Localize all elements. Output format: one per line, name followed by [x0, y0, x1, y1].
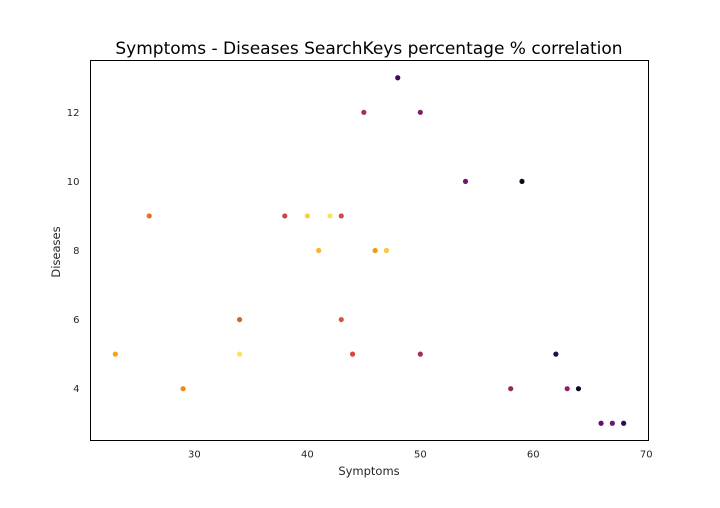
- data-point-26: [621, 420, 627, 426]
- data-point-23: [575, 386, 582, 392]
- x-tick-label-40: 40: [301, 450, 314, 461]
- data-point-13: [237, 316, 243, 323]
- y-tick-label-10: 10: [67, 177, 80, 188]
- data-point-5: [146, 213, 152, 219]
- y-tick-label-12: 12: [67, 108, 80, 119]
- data-point-25: [609, 420, 615, 426]
- data-point-8: [327, 213, 333, 219]
- data-point-16: [237, 351, 243, 357]
- data-point-14: [338, 316, 344, 323]
- y-tick-label-6: 6: [73, 315, 79, 326]
- data-point-21: [508, 386, 514, 392]
- x-tick-label-70: 70: [640, 450, 653, 461]
- x-tick-label-60: 60: [527, 450, 540, 461]
- data-point-12: [383, 247, 390, 254]
- data-point-11: [372, 247, 378, 254]
- y-axis-ticks: 4 6 8 10 12: [67, 108, 80, 395]
- chart-title: Symptoms - Diseases SearchKeys percentag…: [115, 39, 622, 59]
- data-point-18: [417, 351, 423, 357]
- data-point-4: [519, 178, 525, 185]
- data-point-19: [553, 351, 559, 357]
- data-point-3: [462, 178, 469, 185]
- data-point-0: [395, 75, 401, 81]
- data-point-6: [282, 213, 288, 219]
- data-point-9: [338, 213, 344, 219]
- data-point-7: [304, 213, 310, 219]
- x-tick-label-30: 30: [188, 450, 201, 461]
- points-layer: [112, 75, 627, 426]
- data-point-10: [316, 247, 322, 254]
- data-point-24: [598, 420, 604, 426]
- x-axis-label: Symptoms: [338, 464, 399, 478]
- plot-frame: [90, 60, 649, 441]
- y-axis-label: Diseases: [49, 226, 63, 277]
- x-tick-label-50: 50: [414, 450, 427, 461]
- data-point-22: [564, 386, 570, 392]
- data-point-20: [180, 386, 186, 392]
- data-point-1: [361, 109, 367, 115]
- data-point-15: [112, 351, 118, 357]
- data-point-2: [417, 109, 423, 115]
- y-tick-label-8: 8: [73, 246, 79, 257]
- y-tick-label-4: 4: [73, 384, 79, 395]
- data-point-17: [349, 351, 356, 357]
- x-axis-ticks: 30 40 50 60 70: [188, 450, 653, 461]
